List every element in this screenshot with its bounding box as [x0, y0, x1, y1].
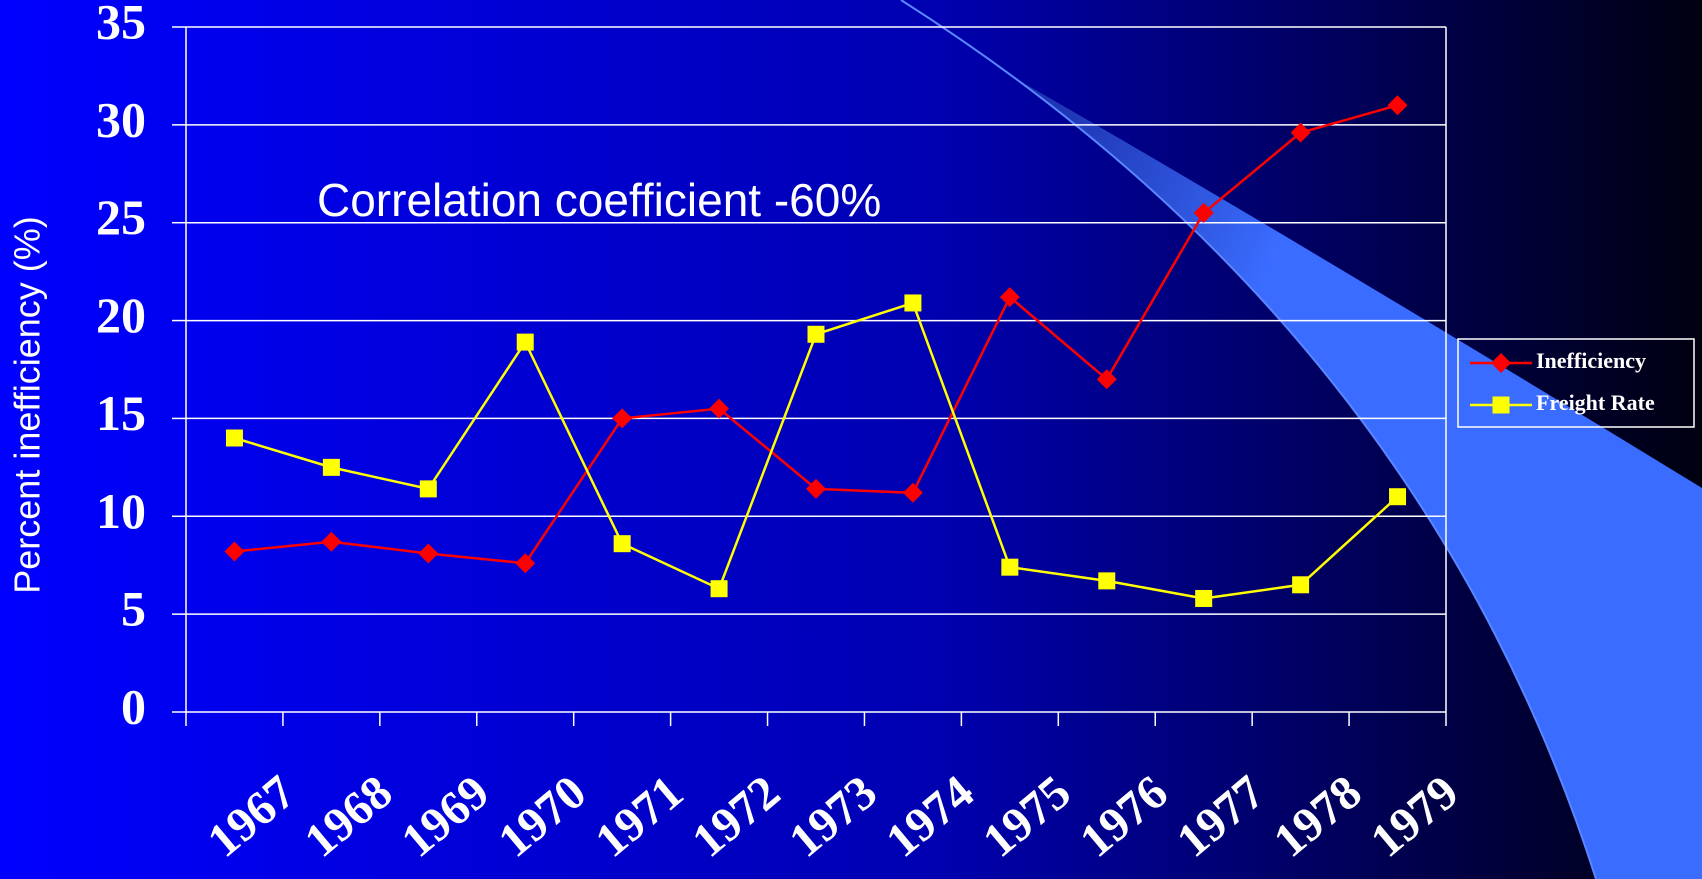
- data-point: [515, 553, 536, 574]
- y-tick-label: 15: [96, 385, 146, 441]
- data-point: [321, 531, 342, 552]
- swoosh: [901, 0, 1702, 879]
- data-point: [902, 482, 923, 503]
- legend-box: [1457, 338, 1695, 428]
- swoosh-edge: [900, 0, 1597, 879]
- y-tick-label: 10: [96, 483, 146, 539]
- data-point: [1387, 95, 1408, 116]
- data-point: [418, 543, 439, 564]
- legend-label: Freight Rate: [1536, 390, 1655, 415]
- data-point: [1290, 122, 1311, 143]
- data-point: [710, 580, 728, 598]
- y-tick-label: 20: [96, 287, 146, 343]
- data-point: [1292, 576, 1310, 594]
- y-tick-label: 25: [96, 189, 146, 245]
- data-point: [419, 480, 437, 498]
- data-point: [1389, 488, 1407, 506]
- annotation: Correlation coefficient -60%: [317, 174, 881, 226]
- data-point: [904, 294, 922, 312]
- legend-marker: [1491, 353, 1511, 373]
- legend-label: Inefficiency: [1536, 348, 1646, 373]
- data-point: [322, 458, 340, 476]
- data-point: [224, 541, 245, 562]
- y-tick-label: 30: [96, 91, 146, 147]
- data-point: [999, 287, 1020, 308]
- y-tick-label: 5: [121, 581, 146, 637]
- y-tick-label: 0: [121, 678, 146, 734]
- data-point: [1195, 589, 1213, 607]
- data-point: [1001, 558, 1019, 576]
- data-point: [1098, 572, 1116, 590]
- data-point: [806, 478, 826, 499]
- y-axis-label: Percent inefficiency (%): [7, 216, 48, 594]
- y-tick-label: 35: [96, 0, 146, 49]
- data-point: [613, 535, 631, 553]
- data-point: [1096, 369, 1117, 390]
- data-point: [1193, 202, 1214, 223]
- data-point: [516, 333, 534, 351]
- data-point: [612, 408, 633, 429]
- data-point: [709, 398, 730, 419]
- data-point: [225, 429, 243, 447]
- data-point: [807, 325, 825, 343]
- legend-marker: [1492, 396, 1510, 414]
